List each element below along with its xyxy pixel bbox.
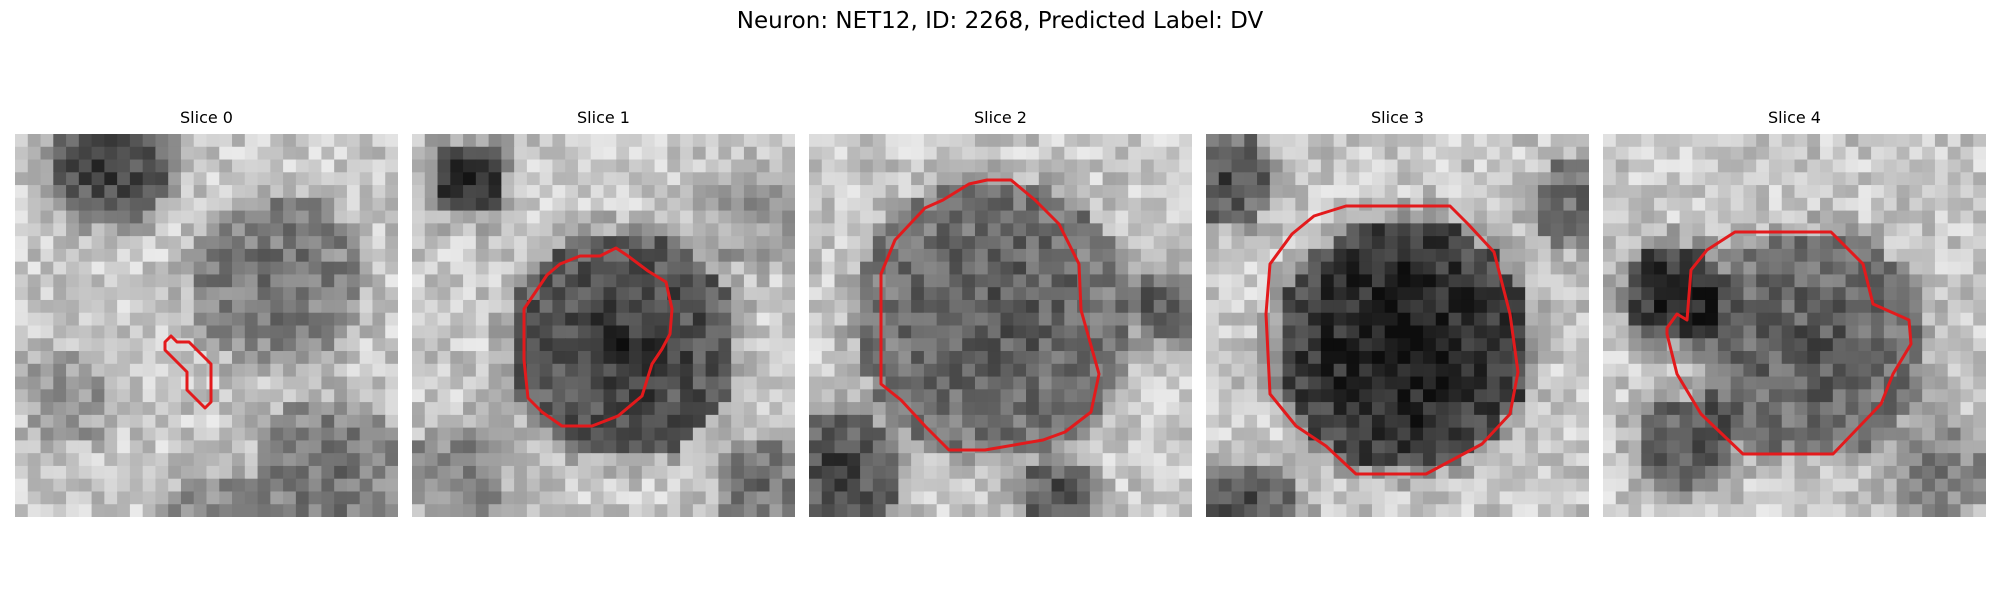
slice-image-3	[1206, 134, 1589, 517]
slice-title-4: Slice 4	[1768, 108, 1821, 127]
slice-title-1: Slice 1	[577, 108, 630, 127]
slice-image-0	[15, 134, 398, 517]
figure-title: Neuron: NET12, ID: 2268, Predicted Label…	[736, 8, 1264, 34]
roi-contour-4	[1665, 230, 1913, 456]
slice-title-0: Slice 0	[180, 108, 233, 127]
slice-title-2: Slice 2	[974, 108, 1027, 127]
slice-image-2	[809, 134, 1192, 517]
roi-contour-3	[1264, 204, 1520, 476]
slice-image-1	[412, 134, 795, 517]
roi-contour-1	[522, 246, 674, 428]
slice-image-4	[1603, 134, 1986, 517]
slice-title-3: Slice 3	[1371, 108, 1424, 127]
roi-contour-2	[879, 178, 1101, 452]
roi-contour-0	[163, 334, 213, 410]
